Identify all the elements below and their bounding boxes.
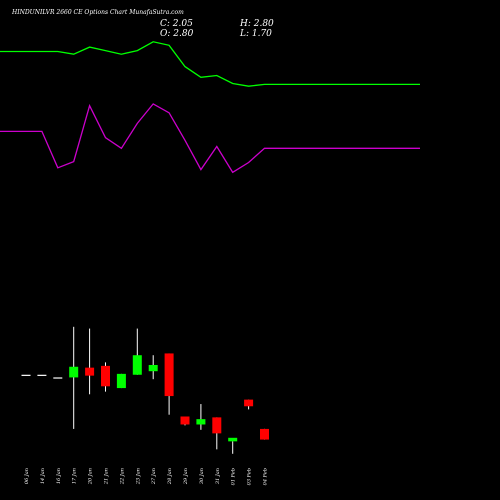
candle-flat [53,377,63,379]
x-tick-label: 04 Feb [263,468,269,485]
candle-up [116,373,126,389]
x-tick-label: 23 Jan [135,468,141,485]
series-line-upper [0,41,420,87]
chart-title: HINDUNILVR 2660 CE Options Chart MunafaS… [12,9,184,16]
candle-up [228,437,238,442]
candle-up [132,355,142,375]
candle-down [101,365,110,387]
x-tick-label: 03 Feb [247,468,253,485]
close-value: C: 2.05 [160,19,193,29]
x-tick-label: 20 Jan [88,468,94,485]
candle-down [180,416,190,425]
candle-down [260,428,269,440]
x-tick-label: 17 Jan [72,468,78,484]
x-tick-label: 14 Jan [40,468,46,484]
x-tick-label: 28 Jan [167,468,173,485]
candle-down [212,417,222,434]
high-value: H: 2.80 [240,19,274,29]
low-value: L: 1.70 [240,29,272,39]
x-tick-label: 29 Jan [183,468,189,485]
x-tick-label: 21 Jan [104,468,110,485]
candle-down [244,399,254,407]
candle-up [148,364,158,372]
open-value: O: 2.80 [160,29,194,39]
candle-up [69,366,79,378]
series-line-lower [0,103,420,174]
x-tick-label: 31 Jan [215,468,221,484]
x-tick-label: 06 Jan [24,468,30,484]
x-tick-label: 16 Jan [56,468,62,484]
candle-flat [37,374,47,376]
candle-down [164,353,174,397]
x-tick-label: 22 Jan [119,468,125,485]
x-tick-label: 27 Jan [151,468,157,485]
candle-up [196,419,206,425]
candle-down [85,367,95,376]
x-tick-label: 30 Jan [199,468,205,484]
candle-flat [21,374,31,376]
x-tick-label: 01 Feb [231,468,237,485]
